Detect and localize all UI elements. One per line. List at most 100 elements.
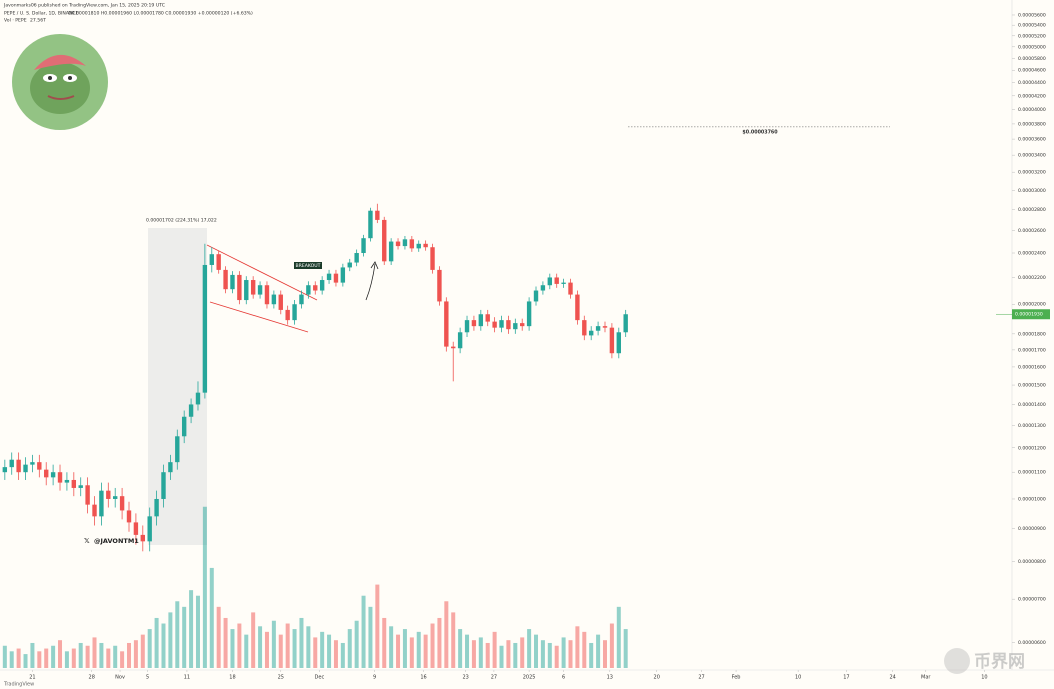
candle-body [306,285,311,295]
volume-bar [64,651,69,668]
volume-bar [602,640,607,668]
x-tick-label: Mar [921,675,931,681]
candle-body [388,241,394,262]
volume-bar [120,651,125,668]
volume-bar [258,626,263,668]
ohlc: O0.00001810 H0.00001960 L0.00001780 C0.0… [68,11,253,17]
volume-bar [278,634,283,668]
candle-body [533,290,539,302]
volume-bar [58,640,63,668]
volume-bar [451,612,456,668]
candle-body [99,490,104,517]
volume-bar [361,595,366,668]
y-tick-label: 0.00001600 [1018,364,1046,370]
volume-bar [430,623,435,668]
y-tick-label: 0.00001300 [1018,423,1046,429]
last-price-label: 0.00001930 [1015,312,1043,318]
candle-body [423,243,428,248]
volume-bar [458,629,463,668]
candle-body [464,320,470,333]
candle-body [71,479,77,488]
candle-body [195,392,201,405]
candle-body [64,479,70,483]
volume-bar [37,651,42,668]
x-tick-label: 16 [420,675,426,681]
volume-bar [554,645,559,668]
candle-body [50,472,56,478]
volume-bar [216,606,221,668]
candle-body [230,274,235,290]
candle-body [526,301,532,327]
candle-body [319,280,325,291]
candle-body [595,326,601,331]
volume-bar [492,631,497,668]
candle-body [444,301,449,347]
volume-bar [44,648,49,668]
volume-bar [285,623,290,668]
candle-body [244,280,249,301]
candle-body [181,416,187,437]
measure-box [148,228,207,545]
volume-bar [471,640,476,668]
volume-bar [9,651,14,668]
x-tick-label: 27 [698,675,704,681]
volume-bar [147,629,152,668]
watermark-logo [944,648,970,674]
candle-body [154,498,159,517]
breakout-box [294,262,322,269]
flag-upper [206,244,318,301]
candle-body [554,277,559,284]
candle-body [44,469,49,478]
candle-body [623,314,628,333]
volume-bar [340,642,345,668]
candle-body [616,332,621,354]
volume-bar [485,642,490,668]
volume-bar [168,612,173,668]
y-tick-label: 0.00001100 [1018,470,1046,476]
y-tick-label: 0.00001400 [1018,402,1046,408]
candle-body [588,330,594,336]
candle-body [340,267,346,283]
x-tick-label: 18 [229,675,235,681]
x-logo: 𝕏 [84,537,90,545]
candle-body [382,219,387,262]
volume-bar [520,637,525,668]
volume-bar [223,617,228,668]
y-tick-label: 0.00003600 [1018,137,1046,143]
volume-bar [416,631,421,668]
chart-title: PEPE / U. S. Dollar, 1D, BINANCE [4,11,79,17]
published: Javonmarks06 published on TradingView.co… [3,3,165,9]
marks [2,203,628,668]
volume-bar [313,637,318,668]
volume-bar [506,640,511,668]
volume-bar [175,601,180,668]
volume-bar [161,623,166,668]
candle-body [333,273,339,283]
candle-body [147,516,152,542]
volume-bar [244,634,249,668]
candle-body [575,294,580,321]
y-tick-label: 0.00005800 [1018,56,1046,62]
volume-bar [85,645,90,668]
candle-body [223,269,228,290]
volume-bar [189,590,194,668]
volume-bar [437,617,442,668]
y-tick-label: 0.00004000 [1018,107,1046,113]
y-tick-label: 0.00000900 [1018,526,1046,532]
y-tick-label: 0.00002600 [1018,228,1046,234]
y-tick-label: 0.00005000 [1018,44,1046,50]
y-tick-label: 0.00001800 [1018,331,1046,337]
candle-body [492,321,497,328]
candle-body [313,285,318,291]
candle-body [119,496,125,511]
x-tick-label: 23 [462,675,468,681]
y-tick-label: 0.00003800 [1018,121,1046,127]
candle-body [106,490,111,499]
volume-bar [237,623,242,668]
volume-bar [127,642,132,668]
volume-bar [51,645,56,668]
candle-body [478,314,484,327]
y-tick-label: 0.00005600 [1018,12,1046,18]
y-tick-label: 0.00002200 [1018,275,1046,281]
candle-body [250,280,256,295]
